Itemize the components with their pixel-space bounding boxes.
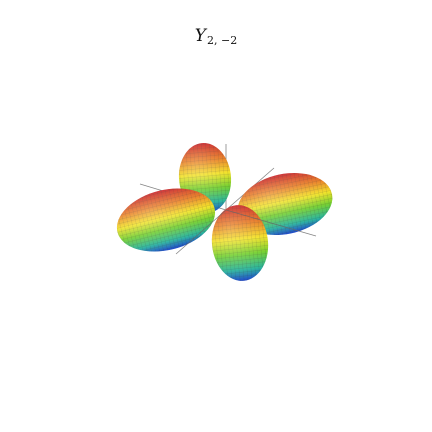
- lobe-front: [211, 205, 269, 281]
- y-axis-front: [175, 209, 227, 255]
- lobe-left: [116, 188, 216, 252]
- title-subscript: 2, −2: [207, 34, 238, 47]
- title-base: Y: [194, 26, 206, 46]
- plot-title: Y2, −2: [0, 26, 432, 47]
- axes-front: [175, 209, 317, 255]
- lobe-right: [237, 173, 333, 235]
- x-axis-front: [225, 209, 317, 237]
